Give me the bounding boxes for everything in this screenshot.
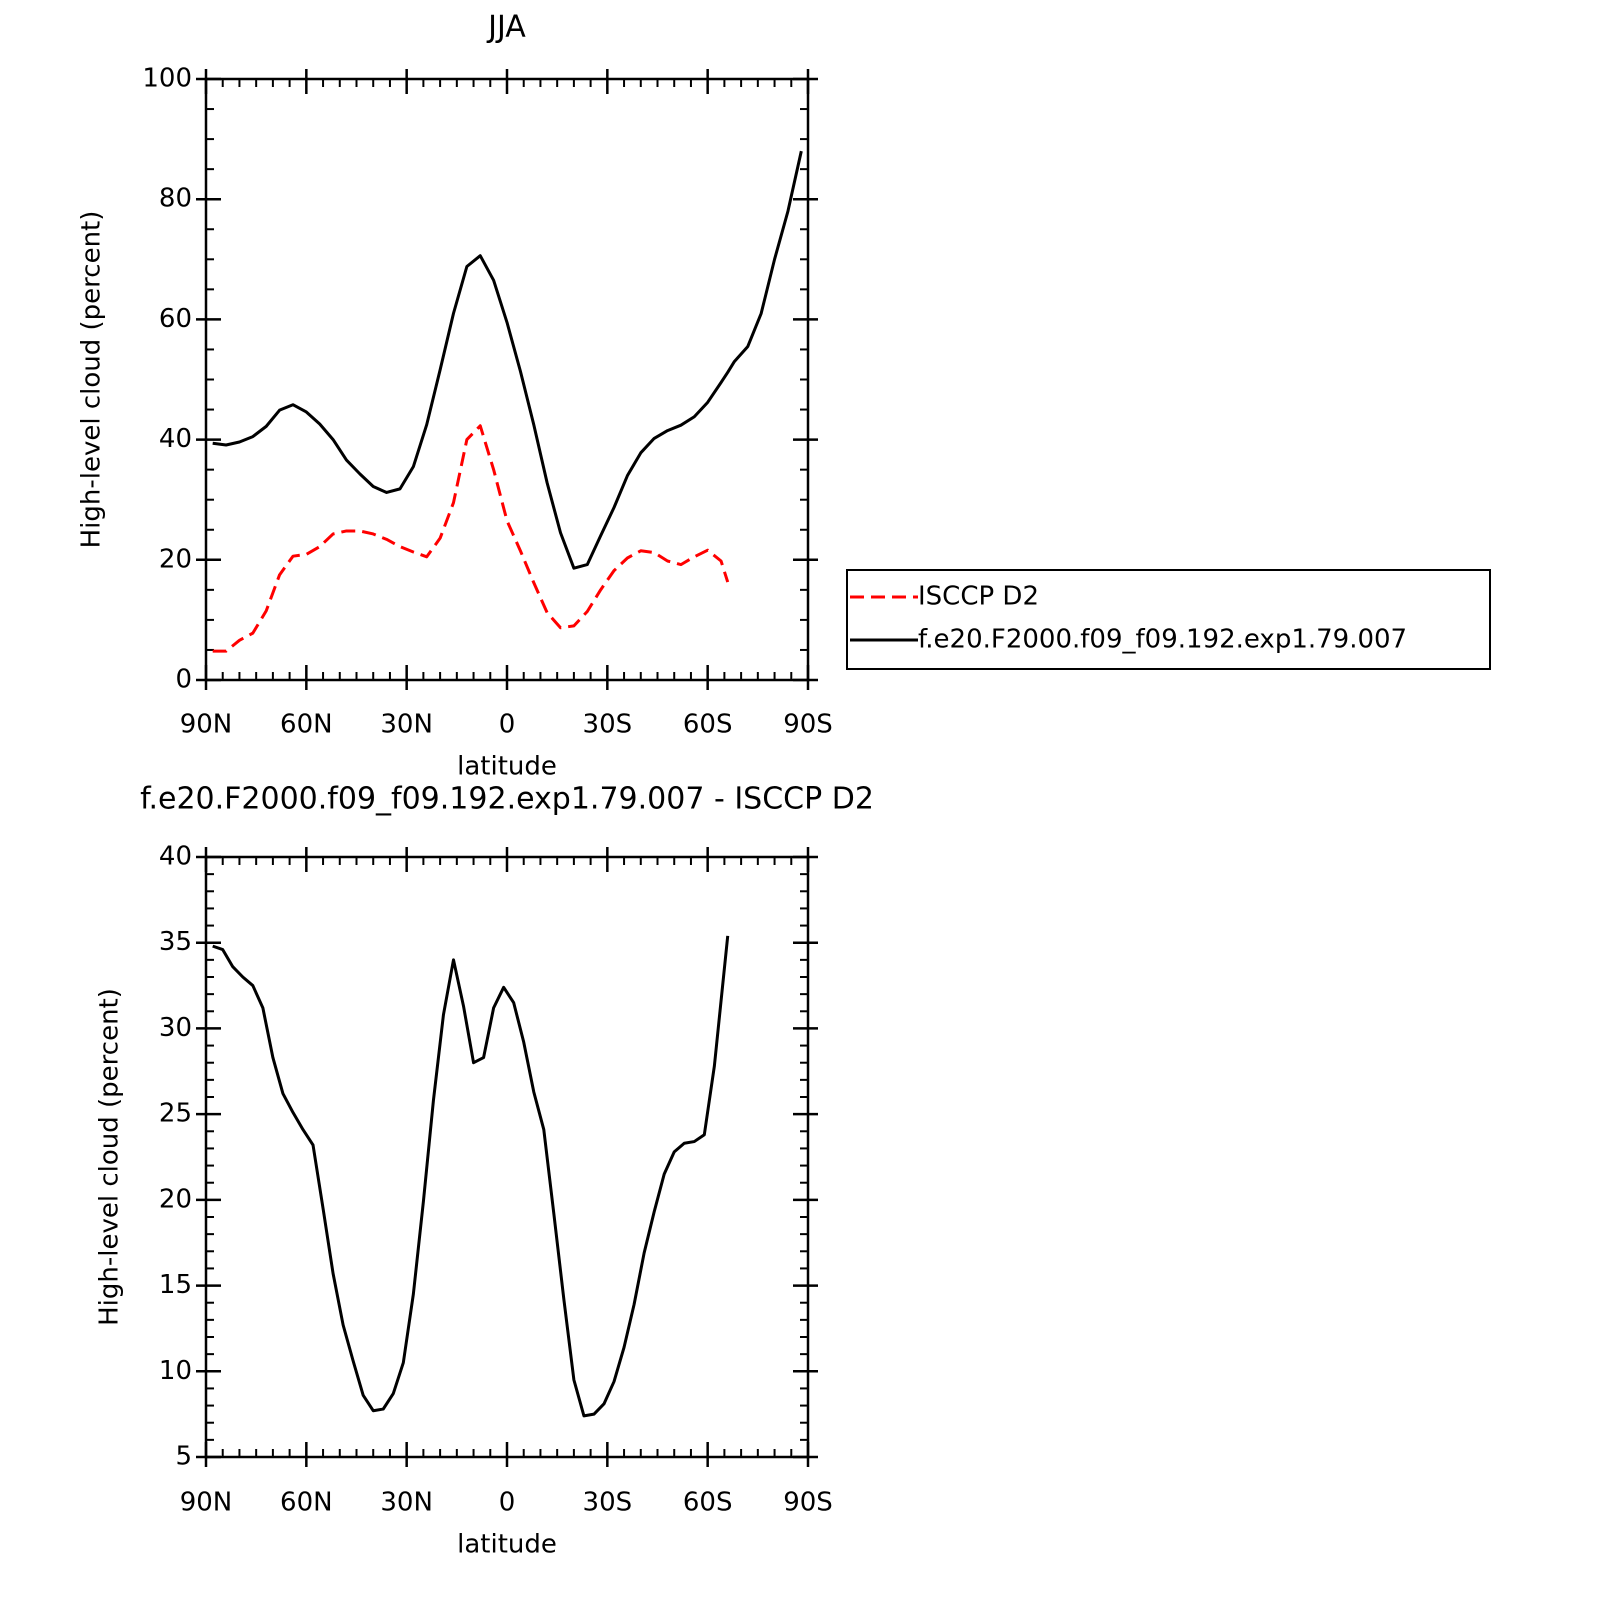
x-tick-label: 0 <box>499 1488 516 1518</box>
x-tick-label: 0 <box>499 710 516 740</box>
plot-frame <box>204 855 810 1459</box>
chart-title: JJA <box>486 10 526 45</box>
y-tick-label: 10 <box>159 1356 192 1386</box>
plot-frame <box>204 77 810 682</box>
legend-label: f.e20.F2000.f09_f09.192.exp1.79.007 <box>918 625 1407 655</box>
data-line <box>212 150 803 570</box>
x-tick-label: 90S <box>783 710 833 740</box>
x-tick-label: 60N <box>280 710 333 740</box>
data-line <box>212 935 730 1418</box>
y-tick-label: 30 <box>159 1013 192 1043</box>
y-tick-label: 25 <box>159 1099 192 1129</box>
x-tick-label: 60S <box>683 710 733 740</box>
y-tick-label: 5 <box>175 1442 192 1472</box>
y-tick-label: 60 <box>159 304 192 334</box>
y-tick-label: 15 <box>159 1270 192 1300</box>
x-axis-label: latitude <box>457 752 557 782</box>
y-tick-label: 20 <box>159 1184 192 1214</box>
x-tick-label: 30N <box>380 1488 433 1518</box>
x-tick-label: 30S <box>583 710 633 740</box>
y-tick-label: 35 <box>159 927 192 957</box>
x-tick-label: 90N <box>180 1488 233 1518</box>
x-tick-label: 30S <box>583 1488 633 1518</box>
x-tick-label: 60N <box>280 1488 333 1518</box>
y-tick-label: 0 <box>175 665 192 695</box>
data-line <box>212 424 730 653</box>
y-tick-label: 80 <box>159 184 192 214</box>
y-tick-label: 20 <box>159 544 192 574</box>
x-tick-label: 30N <box>380 710 433 740</box>
y-tick-label: 40 <box>159 424 192 454</box>
x-tick-label: 90S <box>783 1488 833 1518</box>
y-axis-label: High-level cloud (percent) <box>77 211 107 549</box>
y-axis-label: High-level cloud (percent) <box>95 988 125 1326</box>
x-axis-label: latitude <box>457 1530 557 1560</box>
legend-label: ISCCP D2 <box>918 582 1039 612</box>
y-tick-label: 100 <box>142 64 192 94</box>
y-tick-label: 40 <box>159 842 192 872</box>
chart-title: f.e20.F2000.f09_f09.192.exp1.79.007 - IS… <box>140 782 874 817</box>
x-tick-label: 60S <box>683 1488 733 1518</box>
x-tick-label: 90N <box>180 710 233 740</box>
legend-box <box>846 569 1491 670</box>
